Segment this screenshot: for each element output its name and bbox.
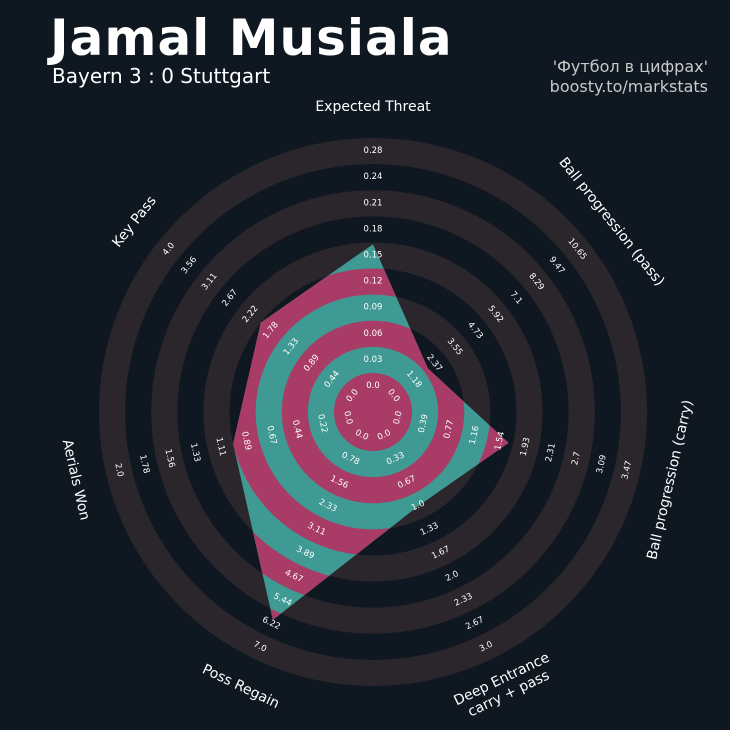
tick-label: 3.56	[180, 255, 200, 276]
tick-label: 3.09	[595, 454, 609, 475]
player-ring	[281, 320, 465, 504]
tick-label: 2.67	[220, 288, 240, 309]
tick-label: 2.0	[444, 569, 461, 584]
tick-label: 0.67	[264, 425, 278, 446]
tick-label: 2.31	[544, 442, 558, 463]
tick-label: 7.1	[508, 290, 524, 307]
tick-label: 0.0	[341, 410, 354, 425]
tick-label: 0.28	[364, 146, 383, 156]
tick-label: 1.93	[519, 436, 533, 457]
axis-label: Poss Regain	[200, 661, 282, 712]
tick-label: 0.89	[239, 431, 253, 452]
tick-label: 0.03	[364, 355, 383, 365]
tick-label: 1.54	[493, 431, 507, 452]
tick-label: 0.12	[364, 277, 383, 287]
tick-label: 0.44	[290, 419, 304, 440]
tick-label: 0.06	[364, 329, 383, 339]
tick-label: 0.09	[364, 303, 383, 313]
tick-label: 4.73	[465, 320, 485, 341]
axis-label: Aerials Won	[59, 438, 93, 522]
axis-label: Ball progression (carry)	[644, 398, 696, 561]
tick-label: 0.0	[366, 381, 380, 391]
axis-label: Key Pass	[109, 193, 159, 251]
background-ring	[151, 190, 595, 634]
tick-label: 1.16	[468, 425, 482, 446]
chart-title: Jamal Musiala	[50, 9, 453, 67]
axis-label: Ball progression (pass)	[555, 155, 667, 290]
tick-label: 0.77	[442, 419, 456, 440]
tick-label: 2.0	[112, 462, 125, 477]
tick-label: 1.33	[419, 521, 440, 538]
credit-url: boosty.to/markstats	[549, 77, 708, 96]
tick-label: 1.56	[162, 448, 176, 469]
tick-label: 1.33	[188, 442, 202, 463]
background-ring	[99, 138, 647, 686]
tick-label: 0.18	[364, 224, 383, 234]
tick-label: 0.0	[392, 410, 405, 425]
tick-label: 3.47	[620, 460, 634, 481]
tick-label: 0.15	[364, 251, 383, 261]
credit-source: 'Футбол в цифрах'	[552, 57, 708, 76]
player-ring	[333, 372, 413, 452]
tick-label: 0.22	[315, 413, 329, 434]
tick-label: 0.21	[364, 198, 383, 208]
tick-label: 1.11	[213, 436, 227, 457]
tick-label: 1.78	[137, 454, 151, 475]
tick-label: 0.24	[364, 172, 383, 182]
tick-label: 0.39	[417, 413, 431, 434]
tick-label: 6.22	[260, 615, 281, 632]
match-subtitle: Bayern 3 : 0 Stuttgart	[52, 64, 271, 88]
axis-label: Expected Threat	[315, 99, 431, 115]
tick-label: 2.7	[570, 451, 583, 466]
tick-label: 2.67	[464, 615, 485, 632]
tick-label: 9.47	[547, 255, 567, 276]
